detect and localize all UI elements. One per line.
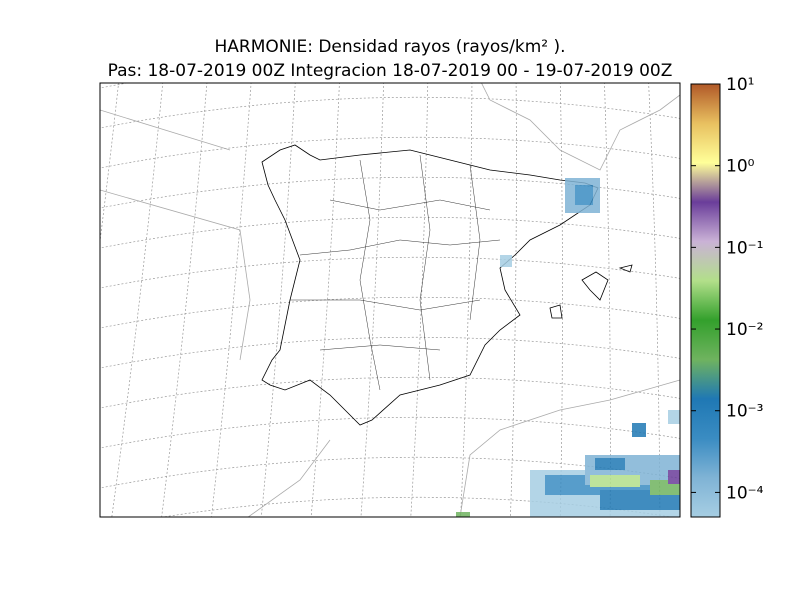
- subtitle: Pas: 18-07-2019 00Z Integracion 18-07-20…: [108, 61, 673, 81]
- provinces: [290, 154, 501, 391]
- meridian: [100, 83, 119, 245]
- meridian: [0, 70, 32, 530]
- parallel: [100, 336, 680, 369]
- meridian: [10, 70, 76, 530]
- parallel: [100, 136, 680, 169]
- parallel: [100, 416, 680, 449]
- iberia-coast: [261, 144, 599, 426]
- colorbar-tick-label: 10⁻⁴: [726, 483, 764, 503]
- parallel: [160, 496, 674, 517]
- colorbar-tick-label: 10⁰: [726, 157, 755, 177]
- parallel: [100, 256, 680, 289]
- colorbar-tick-label: 10¹: [726, 75, 754, 95]
- balearic: [549, 264, 633, 319]
- parallel: [100, 376, 680, 409]
- colorbar-tick-label: 10⁻¹: [726, 238, 763, 258]
- meridian: [111, 83, 164, 517]
- meridian: [410, 83, 429, 517]
- meridian: [360, 83, 384, 517]
- meridian: [460, 83, 473, 517]
- parallel: [100, 456, 680, 489]
- meridian: [510, 83, 517, 517]
- meridian: [559, 83, 563, 517]
- borders: [100, 83, 680, 517]
- colorbar-tick-label: 10⁻³: [726, 402, 763, 422]
- map: [0, 70, 680, 530]
- parallel: [100, 216, 680, 249]
- colorbar-tick-label: 10⁻²: [726, 320, 763, 340]
- parallel: [100, 296, 680, 329]
- parallel: [100, 176, 680, 209]
- lightning-density: [456, 178, 680, 517]
- meridian: [211, 83, 252, 517]
- map-frame: [99, 82, 681, 518]
- meridian: [161, 83, 208, 517]
- title: HARMONIE: Densidad rayos (rayos/km² ).: [214, 37, 565, 57]
- parallel: [100, 96, 680, 129]
- colorbar: [690, 83, 721, 518]
